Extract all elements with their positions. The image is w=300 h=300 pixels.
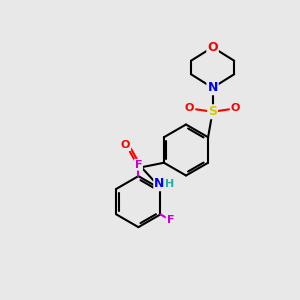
Text: O: O bbox=[185, 103, 194, 113]
Text: N: N bbox=[154, 177, 165, 190]
Text: H: H bbox=[165, 179, 174, 189]
Text: O: O bbox=[231, 103, 240, 113]
Text: F: F bbox=[167, 215, 174, 225]
Text: S: S bbox=[208, 105, 217, 118]
Text: F: F bbox=[135, 160, 142, 170]
Text: O: O bbox=[121, 140, 130, 150]
Text: N: N bbox=[207, 81, 218, 94]
Text: O: O bbox=[207, 41, 218, 54]
